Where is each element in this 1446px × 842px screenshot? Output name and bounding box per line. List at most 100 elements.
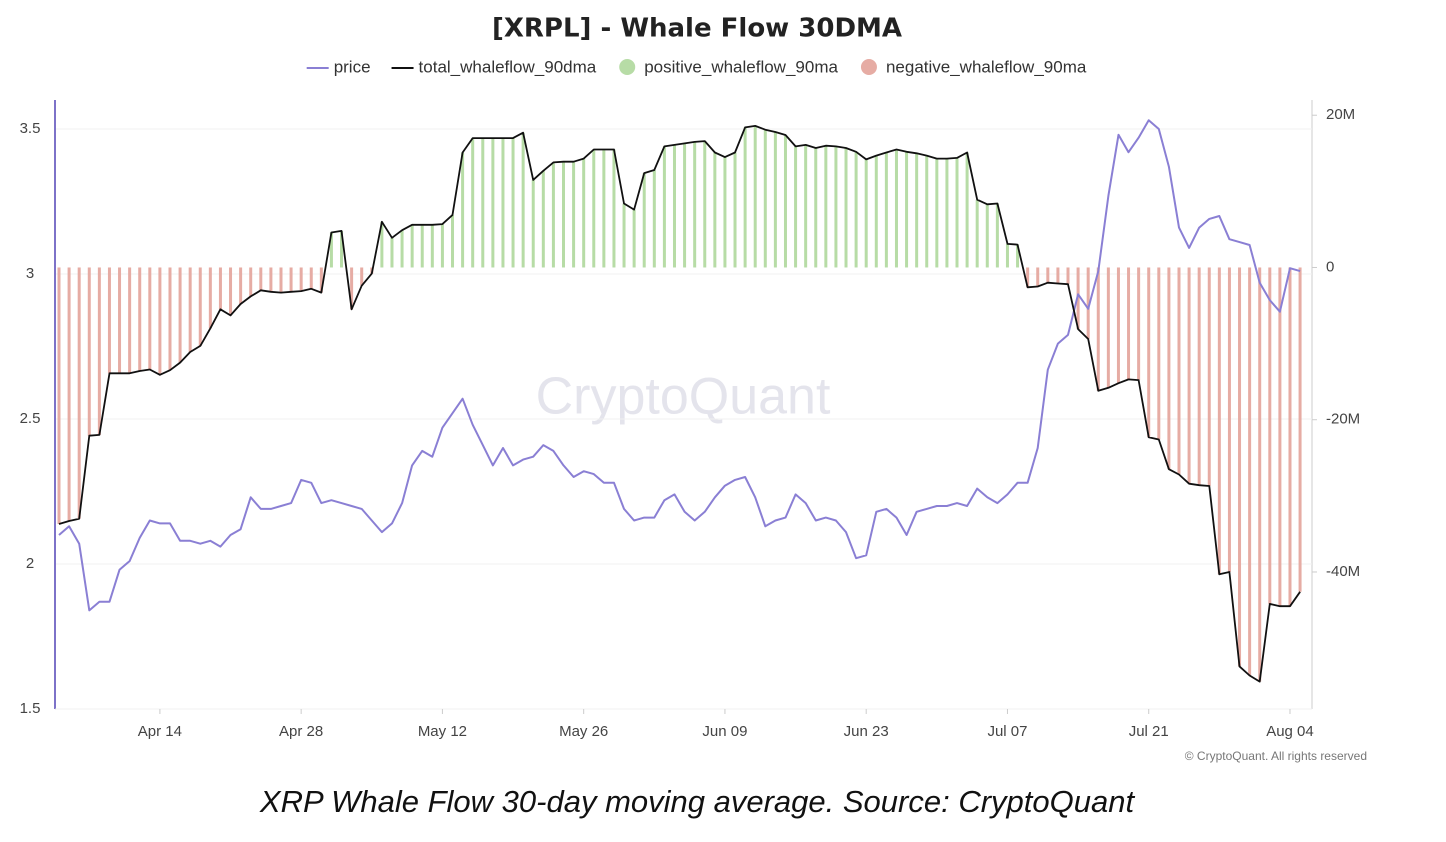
bar xyxy=(77,267,81,519)
bar xyxy=(935,158,939,268)
bar xyxy=(1268,267,1272,604)
bar xyxy=(1086,267,1090,340)
bar xyxy=(915,153,919,268)
bar xyxy=(1248,267,1252,676)
bar xyxy=(97,267,101,435)
bar xyxy=(1147,267,1151,438)
x-tick-label: Jul 07 xyxy=(987,723,1027,740)
bar xyxy=(592,149,596,268)
bar xyxy=(884,152,888,268)
bar xyxy=(854,151,858,268)
bar xyxy=(773,131,777,268)
bar xyxy=(945,158,949,268)
bar xyxy=(955,157,959,268)
x-tick-label: Apr 14 xyxy=(138,723,182,740)
bar xyxy=(128,267,132,374)
legend-marker xyxy=(619,59,636,75)
bar xyxy=(1187,267,1191,484)
bar xyxy=(1207,267,1211,486)
bar xyxy=(461,152,465,268)
bar xyxy=(107,267,111,374)
bar xyxy=(329,232,333,268)
copyright: © CryptoQuant. All rights reserved xyxy=(1185,749,1367,763)
bar xyxy=(834,146,838,268)
bar xyxy=(541,170,545,268)
bar xyxy=(783,135,787,268)
bar xyxy=(1016,244,1020,268)
bar xyxy=(1005,243,1009,268)
x-tick-label: May 26 xyxy=(559,723,608,740)
bar xyxy=(794,146,798,268)
y2-tick-label: 20M xyxy=(1326,106,1355,123)
bar xyxy=(451,214,455,268)
bar xyxy=(269,267,273,292)
bar xyxy=(1137,267,1141,381)
bar xyxy=(420,224,424,268)
legend-marker xyxy=(860,59,877,75)
bar xyxy=(319,267,323,293)
bar xyxy=(1066,267,1070,285)
x-tick-label: May 12 xyxy=(418,723,467,740)
caption: XRP Whale Flow 30-day moving average. So… xyxy=(259,784,1136,819)
bar xyxy=(1096,267,1100,391)
bar xyxy=(218,267,222,310)
bar xyxy=(188,267,192,352)
bar xyxy=(481,138,485,268)
bar xyxy=(1177,267,1181,475)
bar xyxy=(894,149,898,268)
bar xyxy=(632,209,636,268)
bar xyxy=(1106,267,1110,388)
bar xyxy=(380,221,384,268)
bar xyxy=(390,237,394,268)
bar xyxy=(864,159,868,268)
bar xyxy=(259,267,263,291)
bar xyxy=(491,138,495,268)
bar xyxy=(1197,267,1201,486)
bar xyxy=(138,267,142,372)
bar xyxy=(299,267,303,292)
y-tick-label: 3.5 xyxy=(20,120,41,137)
bar xyxy=(713,152,717,268)
bar xyxy=(975,199,979,268)
bar xyxy=(440,224,444,268)
bar xyxy=(733,152,737,268)
x-tick-label: Aug 04 xyxy=(1266,723,1314,740)
bar xyxy=(1046,267,1050,283)
chart-title: [XRPL] - Whale Flow 30DMA xyxy=(492,14,902,44)
bar xyxy=(925,155,929,268)
y-tick-label: 3 xyxy=(26,265,34,282)
bar xyxy=(693,141,697,268)
bar xyxy=(511,138,515,268)
x-tick-label: Jun 23 xyxy=(844,723,889,740)
y2-tick-label: 0 xyxy=(1326,258,1334,275)
bar xyxy=(87,267,91,436)
bar xyxy=(662,146,666,268)
bar xyxy=(1278,267,1282,607)
bar xyxy=(158,267,162,375)
bar xyxy=(1157,267,1161,440)
bar xyxy=(1116,267,1120,384)
bar xyxy=(1298,267,1302,592)
bar xyxy=(178,267,182,363)
legend-label: total_whaleflow_90dma xyxy=(419,57,597,76)
bar xyxy=(844,147,848,268)
bar xyxy=(1227,267,1231,572)
bar xyxy=(703,141,707,268)
x-tick-label: Jul 21 xyxy=(1129,723,1169,740)
bar xyxy=(753,125,757,268)
bar xyxy=(471,138,475,268)
bar xyxy=(198,267,202,346)
bar xyxy=(763,129,767,268)
y-tick-label: 2 xyxy=(26,555,34,572)
bar xyxy=(279,267,283,293)
bar xyxy=(400,230,404,268)
bar xyxy=(531,179,535,268)
x-tick-label: Apr 28 xyxy=(279,723,323,740)
bar xyxy=(1036,267,1040,287)
bar xyxy=(1167,267,1171,470)
bar xyxy=(985,204,989,268)
bar xyxy=(1217,267,1221,575)
line xyxy=(58,119,1301,612)
bar xyxy=(1026,267,1030,288)
